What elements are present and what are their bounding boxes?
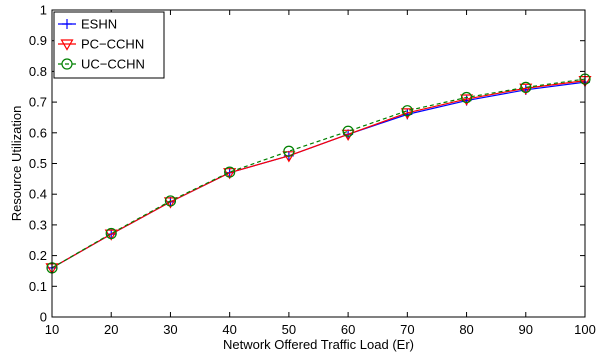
data-point — [520, 81, 532, 93]
legend-label: UC−CCHN — [81, 57, 145, 72]
y-tick-label: 0.4 — [29, 187, 47, 202]
y-tick-label: 0.3 — [29, 217, 47, 232]
data-point — [224, 166, 236, 178]
x-axis-label: Network Offered Traffic Load (Er) — [223, 337, 414, 352]
x-tick-label: 30 — [163, 322, 177, 337]
legend-marker — [60, 39, 74, 51]
x-tick-label: 90 — [519, 322, 533, 337]
legend-item: PC−CCHN — [58, 37, 144, 52]
data-point — [164, 195, 177, 207]
plot-frame — [51, 9, 586, 318]
x-tick-label: 50 — [282, 322, 296, 337]
x-tick-label: 70 — [400, 322, 414, 337]
y-tick-label: 0.5 — [29, 156, 47, 171]
data-point — [342, 125, 354, 137]
legend-label: PC−CCHN — [81, 37, 144, 52]
y-tick-label: 1 — [40, 3, 47, 18]
legend: ESHN PC−CCHN UC−CCHN — [53, 11, 165, 79]
y-tick-label: 0 — [40, 310, 47, 325]
x-tick-label: 60 — [341, 322, 355, 337]
y-tick-label: 0.7 — [29, 95, 47, 110]
x-tick-label: 80 — [459, 322, 473, 337]
data-point — [460, 91, 473, 104]
axes: 10 20 30 40 50 60 70 80 90 100 0 0.1 0.2 0.3 0.4 0.5 0.6… — [29, 3, 596, 338]
x-tick-label: 100 — [574, 322, 596, 337]
y-tick-label: 0.6 — [29, 125, 47, 140]
y-tick-label: 0.8 — [29, 64, 47, 79]
legend-item: ESHN — [58, 17, 117, 32]
y-tick-label: 0.9 — [29, 33, 47, 48]
legend-item: UC−CCHN — [58, 57, 145, 72]
y-tick-label: 0.1 — [29, 279, 47, 294]
data-point — [282, 151, 296, 163]
series-line — [51, 78, 586, 269]
x-tick-label: 40 — [222, 322, 236, 337]
y-tick-label: 0.2 — [29, 248, 47, 263]
data-point — [400, 108, 414, 120]
x-tick-label: 10 — [45, 322, 59, 337]
series-line — [51, 80, 586, 269]
legend-marker — [62, 19, 72, 29]
legend-marker — [61, 58, 73, 70]
series-layer — [45, 73, 592, 275]
x-tick-label: 20 — [104, 322, 118, 337]
data-point — [460, 94, 474, 106]
data-point — [105, 227, 117, 240]
data-point — [283, 145, 295, 157]
legend-label: ESHN — [81, 17, 117, 32]
series-3 — [46, 73, 591, 274]
data-point — [519, 83, 533, 95]
legend-box — [53, 11, 165, 79]
data-point — [163, 197, 177, 209]
y-axis-label: Resource Utilization — [9, 106, 24, 222]
data-point — [401, 105, 413, 117]
